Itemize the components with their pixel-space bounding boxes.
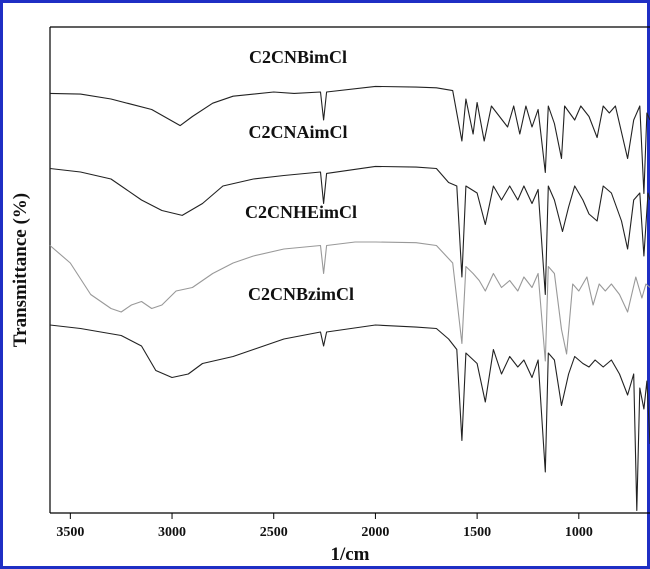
- series-labels: C2CNBimCl C2CNAimCl C2CNHEimCl C2CNBzimCl: [245, 47, 357, 304]
- series-label-c2cnbimcl: C2CNBimCl: [249, 47, 347, 67]
- spectra-traces: [49, 85, 650, 512]
- series-label-c2cnheimcl: C2CNHEimCl: [245, 202, 357, 222]
- x-axis-title: 1/cm: [330, 544, 369, 565]
- x-tick-label: 2000: [361, 525, 389, 540]
- y-axis-title: Transmittance (%): [10, 193, 31, 347]
- series-line-c2cnbzimcl: [49, 324, 650, 512]
- x-tick-label: 1500: [463, 525, 491, 540]
- x-tick-label: 1000: [565, 525, 593, 540]
- x-tick-label: 3500: [56, 525, 84, 540]
- series-label-c2cnaimcl: C2CNAimCl: [249, 122, 348, 142]
- series-line-c2cnheimcl: [49, 241, 650, 362]
- series-line-c2cnbimcl: [49, 85, 650, 195]
- x-tick-label: 3000: [158, 525, 186, 540]
- x-ticks: 3500 3000 2500 2000 1500 1000: [56, 513, 593, 540]
- series-label-c2cnbzimcl: C2CNBzimCl: [248, 284, 354, 304]
- x-tick-label: 2500: [260, 525, 288, 540]
- series-line-c2cnaimcl: [49, 165, 650, 296]
